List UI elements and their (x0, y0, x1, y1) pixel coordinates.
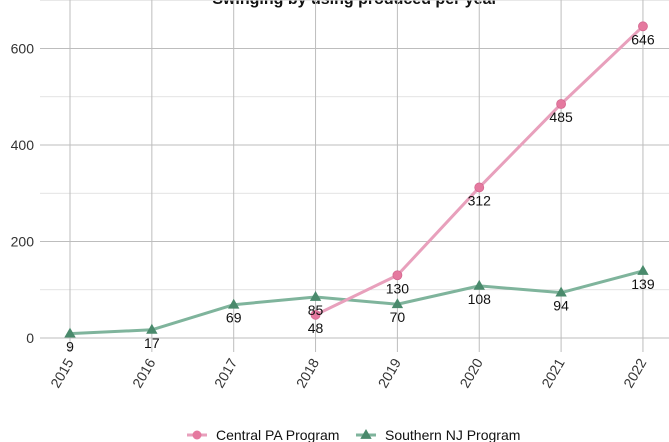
y-tick-label: 200 (11, 234, 35, 250)
series-line (69, 269, 644, 336)
data-label: 485 (549, 109, 573, 125)
data-point (637, 264, 649, 275)
data-label: 48 (308, 320, 324, 336)
data-label: 85 (308, 302, 324, 318)
series-lines (69, 25, 644, 336)
legend: Central PA Program Southern NJ Program (187, 427, 520, 442)
data-point (556, 99, 566, 109)
chart-title: Swinging by using produced per year (212, 0, 497, 8)
legend-marker (192, 430, 202, 440)
y-tick-label: 600 (11, 41, 35, 57)
legend-label: Southern NJ Program (385, 427, 520, 442)
data-label: 646 (631, 31, 655, 47)
x-axis-tick-labels: 2015 2016 2017 2018 2019 2020 2021 2022 (47, 355, 649, 390)
y-axis-tick-labels: 0 200 400 600 (11, 41, 35, 347)
data-label: 9 (66, 339, 74, 355)
x-tick-label: 2017 (211, 355, 241, 390)
data-point (146, 323, 158, 334)
x-tick-label: 2020 (456, 355, 486, 390)
data-point (64, 327, 76, 338)
data-point (391, 298, 404, 309)
data-label: 108 (468, 291, 492, 307)
legend-label: Central PA Program (216, 427, 339, 442)
data-point (474, 182, 485, 193)
data-label: 69 (226, 310, 242, 326)
data-label: 94 (553, 298, 569, 314)
x-tick-label: 2019 (375, 355, 405, 390)
data-point (638, 21, 648, 32)
data-point (473, 279, 485, 290)
legend-marker (360, 429, 372, 439)
data-label: 139 (631, 276, 655, 292)
x-tick-label: 2022 (620, 355, 650, 390)
data-point (228, 298, 240, 309)
data-point (392, 270, 403, 281)
x-tick-label: 2021 (538, 355, 568, 390)
data-point (310, 309, 321, 320)
x-tick-label: 2016 (129, 355, 159, 390)
x-tick-label: 2015 (47, 355, 77, 390)
data-label: 130 (386, 280, 410, 296)
data-label: 312 (468, 192, 492, 208)
grid (40, 0, 669, 352)
data-labels: 9 17 69 85 70 108 94 139 48 130 312 485 646 (66, 31, 655, 354)
y-tick-label: 0 (26, 330, 34, 346)
series-markers (64, 21, 649, 338)
y-tick-label: 400 (11, 137, 35, 153)
data-point (555, 286, 567, 297)
data-label: 70 (390, 309, 406, 325)
data-label: 17 (144, 335, 160, 351)
x-tick-label: 2018 (293, 355, 323, 390)
data-point (309, 290, 322, 301)
